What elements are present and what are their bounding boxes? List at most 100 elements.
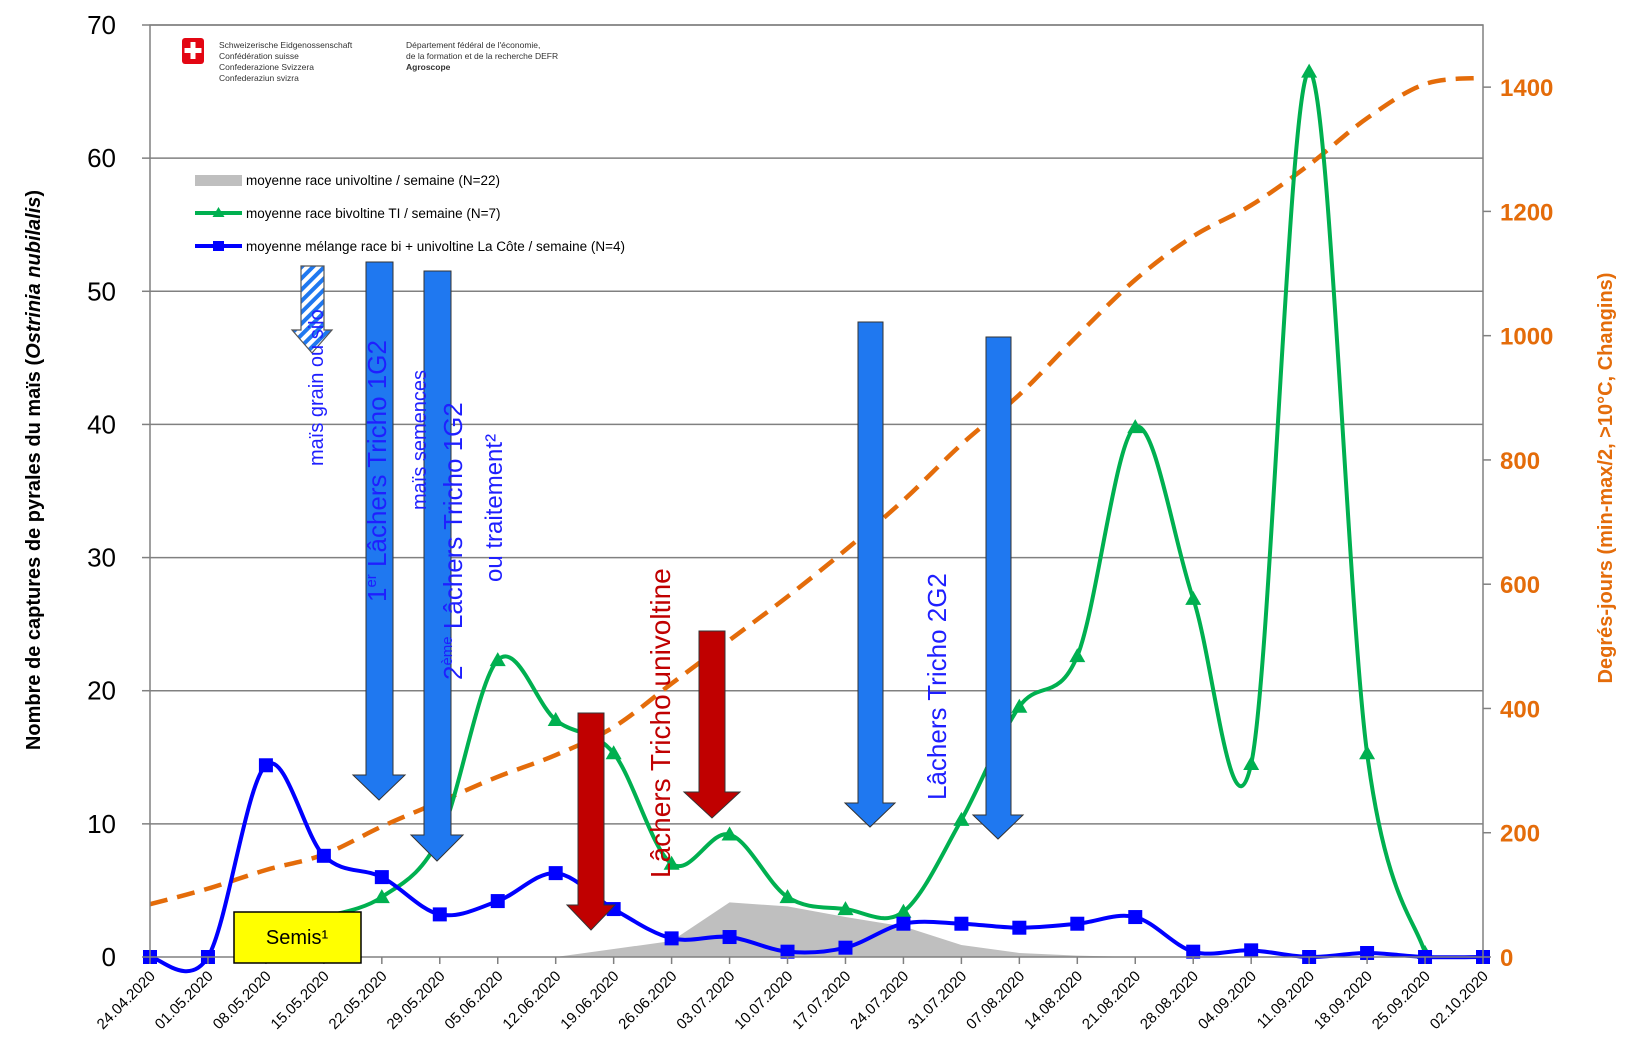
arrow-blue-4 — [971, 336, 1025, 840]
univoltine-area — [555, 902, 1483, 957]
x-tick-label: 02.10.2020 — [1427, 968, 1492, 1033]
legend-label-bivoltine: moyenne race bivoltine TI / semaine (N=7… — [246, 206, 501, 221]
x-tick-label: 01.05.2020 — [152, 968, 217, 1033]
bivoltine-point — [605, 745, 622, 760]
melange-point — [258, 758, 273, 773]
legend-label-univoltine: moyenne race univoltine / semaine (N=22) — [246, 173, 500, 188]
x-tick-label: 15.05.2020 — [268, 968, 333, 1033]
logo-dept-2: de la formation et de la recherche DEFR — [406, 51, 558, 61]
legend-marker-square — [213, 241, 224, 251]
label-grain-silo: maïs grain ou silo — [306, 309, 328, 466]
x-tick-label: 24.04.2020 — [94, 968, 159, 1033]
x-ticks: 24.04.202001.05.202008.05.202015.05.2020… — [94, 957, 1492, 1033]
y-tick-label: 60 — [87, 143, 116, 173]
logo-line-4: Confederaziun svizra — [219, 73, 299, 83]
x-tick-label: 31.07.2020 — [905, 968, 970, 1033]
bivoltine-point — [373, 889, 390, 904]
label-lachers-2g2: Lâchers Tricho 2G2 — [922, 573, 952, 800]
plot-frame — [149, 24, 1484, 958]
bivoltine-line — [323, 69, 1427, 954]
right-y-ticks: 0 200 400 600 800 1000 1200 1400 — [1483, 75, 1553, 972]
y-tick-label: 0 — [102, 942, 116, 972]
melange-point — [1128, 910, 1143, 925]
melange-point — [1186, 944, 1201, 959]
y2-tick-label: 400 — [1500, 696, 1540, 723]
y2-axis-label: Degrés-jours (min-max/2, >10°C, Changins… — [1595, 273, 1617, 684]
x-tick-label: 22.05.2020 — [326, 968, 391, 1033]
label-mais-semences: maïs semences — [409, 370, 431, 510]
bivoltine-point — [895, 903, 912, 918]
bivoltine-point — [953, 811, 970, 826]
univoltine-area-layer — [555, 902, 1483, 957]
legend: moyenne race univoltine / semaine (N=22)… — [195, 173, 625, 254]
y2-tick-label: 1200 — [1500, 199, 1553, 226]
melange-point — [1244, 943, 1259, 958]
melange-point — [722, 930, 737, 945]
bivoltine-point — [547, 712, 564, 727]
logo-agroscope: Agroscope — [406, 62, 451, 72]
x-tick-label: 04.09.2020 — [1195, 968, 1260, 1033]
left-y-ticks: 0 10 20 30 40 50 60 70 — [87, 10, 116, 972]
y-axis-label: Nombre de captures de pyrales du maïs (O… — [23, 190, 45, 750]
x-tick-label: 08.05.2020 — [210, 968, 275, 1033]
x-tick-label: 18.09.2020 — [1311, 968, 1376, 1033]
x-tick-label: 11.09.2020 — [1254, 968, 1318, 1032]
arrow-blue-2 — [409, 270, 465, 862]
x-tick-label: 19.06.2020 — [557, 968, 622, 1033]
x-tick-label: 03.07.2020 — [673, 968, 738, 1033]
label-lachers-univoltine: Lâchers Tricho univoltine — [645, 568, 676, 878]
x-tick-label: 07.08.2020 — [963, 968, 1028, 1033]
x-tick-label: 29.05.2020 — [384, 968, 449, 1033]
degree-days-layer — [149, 75, 1484, 907]
bivoltine-point — [1301, 63, 1318, 78]
melange-point — [490, 894, 505, 909]
bivoltine-point — [837, 901, 854, 916]
legend-label-melange: moyenne mélange race bi + univoltine La … — [246, 239, 625, 254]
x-tick-label: 21.08.2020 — [1079, 968, 1144, 1033]
arrow-grain-silo — [290, 265, 334, 354]
arrow-red-2 — [682, 630, 742, 819]
label-lachers-1g2-second: 2ème Lâchers Tricho 1G2 — [438, 402, 468, 680]
melange-point — [548, 866, 563, 881]
y-tick-label: 30 — [87, 543, 116, 573]
annotation-arrows — [290, 261, 1025, 931]
swiss-confederation-logo: Schweizerische Eidgenossenschaft Confédé… — [182, 38, 558, 83]
logo-dept-1: Département fédéral de l'économie, — [406, 40, 540, 50]
y2-tick-label: 1400 — [1500, 75, 1553, 102]
melange-point — [1012, 920, 1027, 935]
x-tick-label: 14.08.2020 — [1021, 968, 1086, 1033]
y-tick-label: 10 — [87, 809, 116, 839]
y2-tick-label: 800 — [1500, 448, 1540, 475]
y-tick-label: 50 — [87, 276, 116, 306]
melange-point — [780, 944, 795, 959]
semis-box — [233, 911, 362, 964]
melange-point — [374, 870, 389, 885]
y2-tick-label: 0 — [1500, 945, 1513, 972]
melange-point — [432, 907, 447, 922]
melange-point — [316, 848, 331, 863]
logo-line-2: Confédération suisse — [219, 51, 299, 61]
melange-point — [896, 916, 911, 931]
bivoltine-point — [663, 855, 680, 870]
bivoltine-point — [1185, 590, 1202, 605]
bivoltine-point — [1011, 698, 1028, 713]
bivoltine-point — [1069, 648, 1086, 663]
label-lachers-1g2-first: 1er Lâchers Tricho 1G2 — [362, 340, 392, 602]
y2-tick-label: 600 — [1500, 572, 1540, 599]
legend-swatch-univoltine — [195, 175, 242, 186]
logo-line-3: Confederazione Svizzera — [219, 62, 314, 72]
x-tick-label: 10.07.2020 — [731, 968, 796, 1033]
semis-label: Semis¹ — [266, 927, 329, 949]
melange-point — [954, 916, 969, 931]
x-tick-label: 05.06.2020 — [441, 968, 506, 1033]
x-tick-label: 28.08.2020 — [1137, 968, 1202, 1033]
x-tick-label: 17.07.2020 — [789, 968, 854, 1033]
y-tick-label: 20 — [87, 676, 116, 706]
legend-marker-triangle — [212, 207, 225, 217]
x-tick-label: 26.06.2020 — [615, 968, 680, 1033]
y-tick-label: 70 — [87, 10, 116, 40]
bivoltine-point — [1127, 419, 1144, 434]
y2-tick-label: 1000 — [1500, 324, 1553, 351]
degree-days-line — [149, 75, 1484, 907]
